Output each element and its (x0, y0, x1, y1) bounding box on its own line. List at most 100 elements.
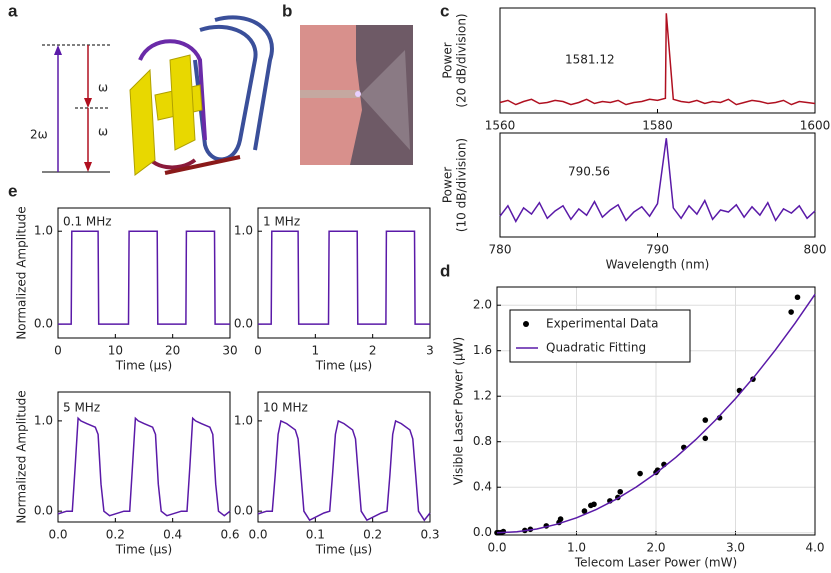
y-tick-label: 1.0 (34, 224, 53, 238)
x-tick-label: 3.0 (726, 541, 745, 555)
y-axis-label: (10 dB/division) (455, 138, 469, 232)
y-axis-label: Power (441, 42, 455, 78)
annotation: 1 MHz (263, 215, 300, 229)
device-illustration (129, 15, 274, 176)
x-tick-label: 0.1 (306, 528, 325, 542)
x-axis-label: Wavelength (nm) (606, 258, 710, 272)
plot-frame (57, 391, 231, 523)
annotation: 1581.12 (565, 53, 615, 67)
y-tick-label: 1.0 (234, 224, 253, 238)
y-tick-label: 0.8 (473, 434, 492, 448)
data-line (58, 230, 230, 325)
plot-frame (257, 207, 431, 339)
annotation: 0.1 MHz (63, 215, 112, 229)
data-line (499, 13, 816, 106)
data-line (496, 293, 816, 534)
data-point (702, 435, 709, 442)
data-line (499, 138, 816, 223)
x-tick-label: 10 (108, 344, 123, 358)
x-tick-label: 0.6 (220, 528, 239, 542)
x-axis-label: Time (μs) (315, 543, 372, 557)
x-tick-label: 790 (646, 243, 669, 257)
x-axis-label: Time (μs) (315, 359, 372, 373)
x-tick-label: 0.4 (163, 528, 182, 542)
plot-frame (57, 207, 231, 339)
data-point (788, 309, 794, 315)
y-tick-label: 0.4 (473, 480, 492, 494)
data-point (702, 417, 709, 423)
micrograph (300, 25, 413, 165)
plot-frame (496, 286, 816, 536)
y-tick-label: 0.0 (34, 504, 53, 518)
y-tick-label: 2.0 (473, 298, 492, 312)
y-axis-label: Visible Laser Power (μW) (452, 337, 466, 485)
plot-frame (499, 132, 816, 238)
x-axis-label: Telecom Laser Power (mW) (574, 556, 737, 570)
x-axis-label: Time (μs) (115, 359, 172, 373)
annotation: 10 MHz (263, 401, 308, 415)
y-tick-label: 1.0 (234, 413, 253, 427)
y-tick-label: 1.2 (473, 389, 492, 403)
y-axis-label: (20 dB/division) (455, 13, 469, 107)
y-tick-label: 1.0 (34, 413, 53, 427)
data-line (258, 230, 430, 325)
legend-label: Quadratic Fitting (546, 341, 646, 355)
energy-diagram: 2ω ω ω (30, 44, 110, 173)
legend-label: Experimental Data (546, 317, 659, 331)
x-tick-label: 0 (54, 344, 62, 358)
data-point (581, 508, 588, 514)
x-tick-label: 1.0 (567, 541, 586, 555)
arrow-head (84, 98, 92, 108)
diagram-label: 2ω (30, 128, 48, 142)
panel-label: c (440, 1, 449, 20)
x-tick-label: 1600 (800, 119, 831, 133)
data-point (557, 516, 564, 522)
y-tick-label: 0.0 (234, 317, 253, 331)
x-tick-label: 1 (312, 344, 320, 358)
x-tick-label: 0.0 (487, 541, 506, 555)
x-tick-label: 1580 (642, 119, 673, 133)
y-tick-label: 0.0 (34, 317, 53, 331)
y-tick-label: 1.6 (473, 343, 492, 357)
plot-frame (257, 391, 431, 523)
panel-label: a (8, 1, 18, 20)
data-point (591, 501, 597, 508)
data-point (617, 488, 624, 495)
x-tick-label: 2 (369, 344, 377, 358)
arrow-head (54, 45, 62, 55)
x-tick-label: 2.0 (646, 541, 665, 555)
data-point (637, 470, 643, 477)
panel-label: b (282, 1, 292, 20)
x-tick-label: 1560 (485, 119, 516, 133)
x-tick-label: 4.0 (805, 541, 824, 555)
data-line (57, 416, 231, 517)
diagram-label: ω (98, 81, 108, 95)
data-point (794, 294, 801, 301)
x-tick-label: 0.0 (48, 528, 67, 542)
x-tick-label: 800 (804, 243, 827, 257)
x-tick-label: 0.2 (106, 528, 125, 542)
diagram-label: ω (98, 125, 108, 139)
x-tick-label: 0.3 (420, 528, 439, 542)
y-axis-label: Normalized Amplitude (15, 390, 29, 523)
legend-marker (523, 321, 529, 327)
annotation: 5 MHz (63, 401, 100, 415)
y-axis-label: Power (441, 167, 455, 203)
plot-frame (499, 7, 816, 114)
y-axis-label: Normalized Amplitude (15, 206, 29, 339)
x-tick-label: 780 (489, 243, 512, 257)
annotation: 790.56 (568, 165, 610, 179)
y-tick-label: 0.0 (473, 525, 492, 539)
x-tick-label: 20 (165, 344, 180, 358)
data-line (257, 419, 431, 522)
x-tick-label: 0.2 (363, 528, 382, 542)
arrow-head (84, 162, 92, 172)
x-tick-label: 3 (426, 344, 434, 358)
panel-label: e (8, 181, 17, 200)
panel-label: d (440, 261, 450, 280)
x-tick-label: 0.0 (248, 528, 267, 542)
x-axis-label: Time (μs) (115, 543, 172, 557)
x-tick-label: 30 (222, 344, 237, 358)
x-tick-label: 0 (254, 344, 262, 358)
